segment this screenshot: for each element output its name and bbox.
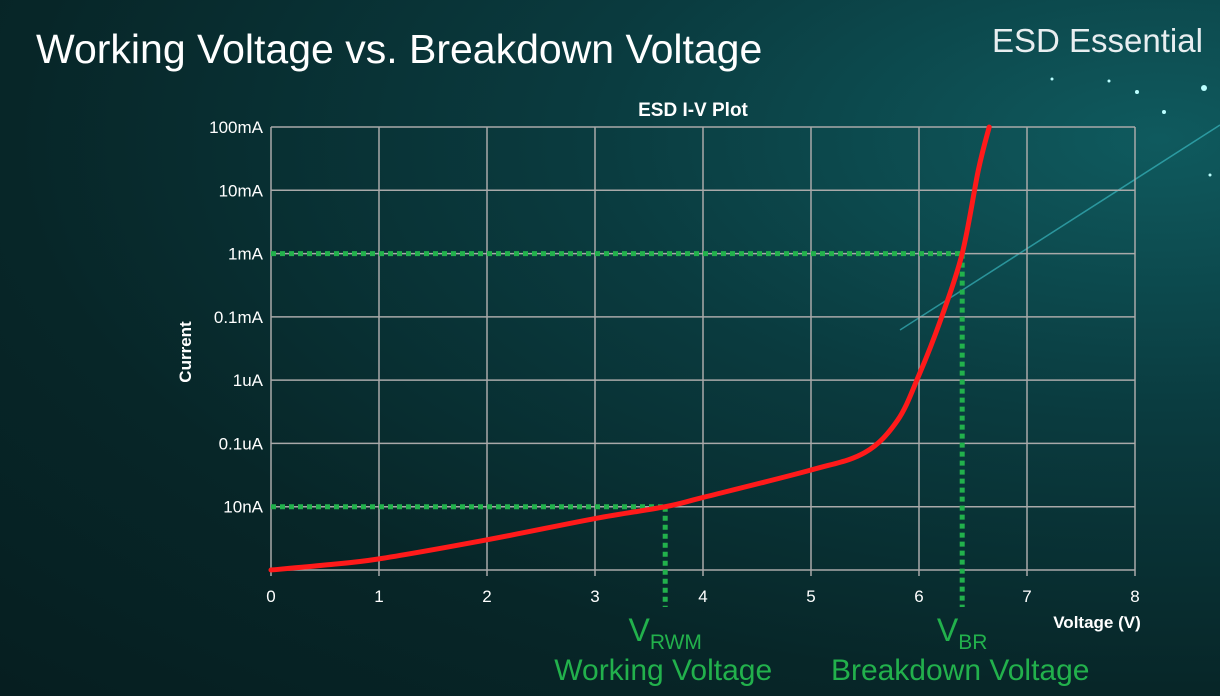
subscript: BR bbox=[958, 631, 987, 654]
subscript: RWM bbox=[650, 631, 702, 654]
x-tick-label: 3 bbox=[590, 587, 599, 606]
x-tick-label: 7 bbox=[1022, 587, 1031, 606]
annotation-label: Working Voltage bbox=[554, 654, 772, 687]
chart-title: ESD I-V Plot bbox=[638, 100, 748, 121]
y-tick-label: 10mA bbox=[219, 181, 264, 200]
symbol: V bbox=[937, 612, 959, 648]
annotation-symbol: VRWM bbox=[628, 612, 701, 654]
slide-title: Working Voltage vs. Breakdown Voltage bbox=[36, 26, 763, 72]
iv-curve-line bbox=[268, 124, 992, 573]
x-tick-label: 6 bbox=[914, 587, 923, 606]
y-axis-label: Current bbox=[176, 321, 195, 383]
annotation-symbol: VBR bbox=[937, 612, 988, 654]
x-tick-label: 1 bbox=[374, 587, 383, 606]
x-tick-label: 0 bbox=[266, 587, 275, 606]
y-tick-label: 0.1uA bbox=[219, 434, 264, 453]
x-tick-label: 2 bbox=[482, 587, 491, 606]
symbol: V bbox=[628, 612, 650, 648]
decor-streak bbox=[899, 77, 1220, 331]
y-tick-label: 0.1mA bbox=[214, 308, 264, 327]
brand-logo-text: ESD Essential bbox=[992, 22, 1203, 59]
x-tick-label: 8 bbox=[1130, 587, 1139, 606]
y-tick-label: 10nA bbox=[223, 498, 263, 517]
annotation-label: Breakdown Voltage bbox=[831, 654, 1090, 687]
x-tick-label: 5 bbox=[806, 587, 815, 606]
y-tick-label: 1uA bbox=[233, 371, 264, 390]
y-tick-label: 100mA bbox=[209, 118, 264, 137]
x-tick-label: 4 bbox=[698, 587, 707, 606]
x-axis-label: Voltage (V) bbox=[1053, 613, 1141, 632]
y-tick-label: 1mA bbox=[228, 245, 264, 264]
